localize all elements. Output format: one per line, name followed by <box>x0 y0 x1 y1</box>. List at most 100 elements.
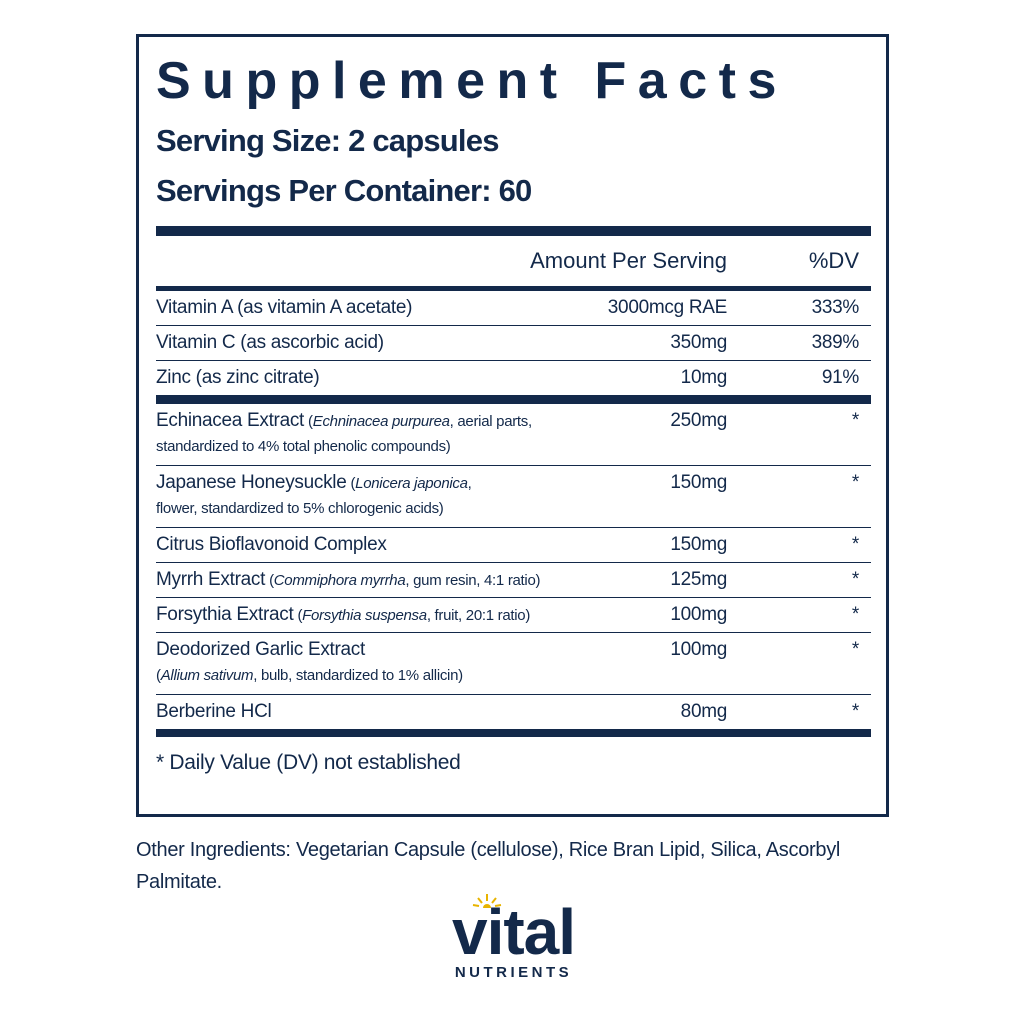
footnote: * Daily Value (DV) not established <box>156 751 461 774</box>
ingredient-detail: , gum resin, 4:1 ratio) <box>405 572 541 589</box>
name-line: Berberine HCl <box>156 701 589 723</box>
ingredient-name: Japanese Honeysuckle (Lonicera japonica, f… <box>156 472 589 519</box>
ingredient-detail: flower, standardized to 5% chlorogenic a… <box>156 500 444 517</box>
daily-value: * <box>851 472 859 493</box>
ingredient-row: Berberine HCl 80mg * <box>156 694 871 729</box>
daily-value: * <box>851 569 859 590</box>
daily-value: * <box>851 410 859 431</box>
name-line: Myrrh Extract (Commiphora myrrha, gum res… <box>156 569 589 591</box>
ingredient-detail: , fruit, 20:1 ratio) <box>426 607 531 624</box>
thick-rule <box>156 395 871 403</box>
ingredient-title: Zinc (as zinc citrate) <box>156 367 320 388</box>
ingredient-row: Myrrh Extract (Commiphora myrrha, gum res… <box>156 562 871 597</box>
amount: 100mg <box>670 639 727 660</box>
name-line: Echinacea Extract (Echninacea purpurea, a… <box>156 410 589 432</box>
ingredient-detail: ( <box>156 667 161 684</box>
name-line: Zinc (as zinc citrate) <box>156 367 589 389</box>
ingredient-title: Vitamin A (as vitamin A acetate) <box>156 297 413 318</box>
ingredient-detail: Echninacea purpurea <box>312 413 450 430</box>
thick-rule <box>156 226 871 236</box>
ingredient-detail: ( <box>297 607 303 624</box>
ingredient-detail: Forsythia suspensa <box>302 607 427 624</box>
amount: 100mg <box>670 604 727 625</box>
ingredient-detail: ( <box>308 413 313 430</box>
ingredient-title: Vitamin C (as ascorbic acid) <box>156 332 384 353</box>
amount: 10mg <box>680 367 728 388</box>
other-ingredients: Other Ingredients: Vegetarian Capsule (c… <box>136 839 841 893</box>
ingredient-row: Deodorized Garlic Extract (Allium sativum… <box>156 632 871 694</box>
logo-sub: NUTRIENTS <box>454 964 573 981</box>
ingredient-name: Forsythia Extract (Forsythia suspensa, fr… <box>156 604 589 626</box>
ingredient-row: Citrus Bioflavonoid Complex 150mg * <box>156 527 871 562</box>
ingredient-title: Berberine HCl <box>156 701 272 722</box>
daily-value: * <box>851 534 859 555</box>
ingredient-title: Myrrh Extract <box>156 569 266 590</box>
ingredient-row: Japanese Honeysuckle (Lonicera japonica, f… <box>156 465 871 527</box>
ingredient-detail: , bulb, standardized to 1% allicin) <box>253 667 463 684</box>
daily-value: * <box>851 701 859 722</box>
ingredient-detail: , <box>467 475 472 492</box>
ingredient-row: Forsythia Extract (Forsythia suspensa, fr… <box>156 597 871 632</box>
facts-table: Amount Per Serving %DV Vitamin A (as vit… <box>156 226 871 775</box>
ingredient-name: Myrrh Extract (Commiphora myrrha, gum res… <box>156 569 589 591</box>
ingredient-name: Vitamin C (as ascorbic acid) <box>156 332 589 354</box>
name-line: Citrus Bioflavonoid Complex <box>156 534 589 556</box>
table-header: Amount Per Serving %DV <box>156 236 871 286</box>
daily-value: 91% <box>821 367 859 388</box>
daily-value: * <box>851 639 859 660</box>
amount: 150mg <box>670 534 727 555</box>
thick-rule <box>156 729 871 737</box>
ingredient-detail: Lonicera japonica <box>355 475 468 492</box>
logo-word: vital <box>451 896 576 968</box>
ingredient-name: Citrus Bioflavonoid Complex <box>156 534 589 556</box>
ingredient-detail: Allium sativum <box>160 667 254 684</box>
ingredient-name: Zinc (as zinc citrate) <box>156 367 589 389</box>
amount: 3000mcg RAE <box>607 297 728 318</box>
ingredient-detail: ( <box>350 475 356 492</box>
daily-value: * <box>851 604 859 625</box>
ingredient-name: Echinacea Extract (Echninacea purpurea, a… <box>156 410 589 457</box>
name-line: Vitamin A (as vitamin A acetate) <box>156 297 589 319</box>
servings-per-container: Servings Per Container: 60 <box>156 173 532 208</box>
daily-value: 333% <box>811 297 860 318</box>
thick-rule <box>156 286 871 290</box>
ingredient-detail: , aerial parts, <box>449 413 533 430</box>
dv-header: %DV <box>808 248 859 273</box>
amount: 250mg <box>670 410 727 431</box>
ingredient-title: Forsythia Extract <box>156 604 294 625</box>
name-line: Japanese Honeysuckle (Lonicera japonica, <box>156 472 589 494</box>
amount: 80mg <box>680 701 728 722</box>
name-line: flower, standardized to 5% chlorogenic a… <box>156 497 589 519</box>
amount: 350mg <box>670 332 727 353</box>
panel-title: Supplement Facts <box>156 52 788 110</box>
ingredient-row: Vitamin C (as ascorbic acid) 350mg 389% <box>156 325 871 360</box>
ingredient-title: Citrus Bioflavonoid Complex <box>156 534 387 555</box>
amount-header: Amount Per Serving <box>530 248 727 273</box>
amount: 150mg <box>670 472 727 493</box>
name-line: Deodorized Garlic Extract <box>156 639 589 661</box>
table-body: Vitamin A (as vitamin A acetate) 3000mcg … <box>156 286 871 737</box>
ingredient-title: Japanese Honeysuckle <box>156 472 347 493</box>
ingredient-title: Deodorized Garlic Extract <box>156 639 365 660</box>
ingredient-name: Deodorized Garlic Extract (Allium sativum… <box>156 639 589 686</box>
name-line: Vitamin C (as ascorbic acid) <box>156 332 589 354</box>
name-line: standardized to 4% total phenolic compou… <box>156 435 589 457</box>
ingredient-detail: standardized to 4% total phenolic compou… <box>156 438 451 455</box>
ingredient-name: Berberine HCl <box>156 701 589 723</box>
ingredient-detail: Commiphora myrrha <box>273 572 406 589</box>
ingredient-row: Vitamin A (as vitamin A acetate) 3000mcg … <box>156 290 871 325</box>
ingredient-row: Zinc (as zinc citrate) 10mg 91% <box>156 360 871 395</box>
serving-size: Serving Size: 2 capsules <box>156 123 499 158</box>
supplement-facts-panel: Supplement Facts Serving Size: 2 capsule… <box>136 34 889 817</box>
ingredient-row: Echinacea Extract (Echninacea purpurea, a… <box>156 403 871 465</box>
amount: 125mg <box>670 569 727 590</box>
ingredient-name: Vitamin A (as vitamin A acetate) <box>156 297 589 319</box>
name-line: (Allium sativum, bulb, standardized to 1… <box>156 664 589 686</box>
name-line: Forsythia Extract (Forsythia suspensa, fr… <box>156 604 589 626</box>
ingredient-detail: ( <box>269 572 274 589</box>
brand-logo: vital NUTRIENTS <box>436 894 591 981</box>
daily-value: 389% <box>811 332 860 353</box>
sun-icon <box>472 894 502 908</box>
ingredient-title: Echinacea Extract <box>156 410 305 431</box>
